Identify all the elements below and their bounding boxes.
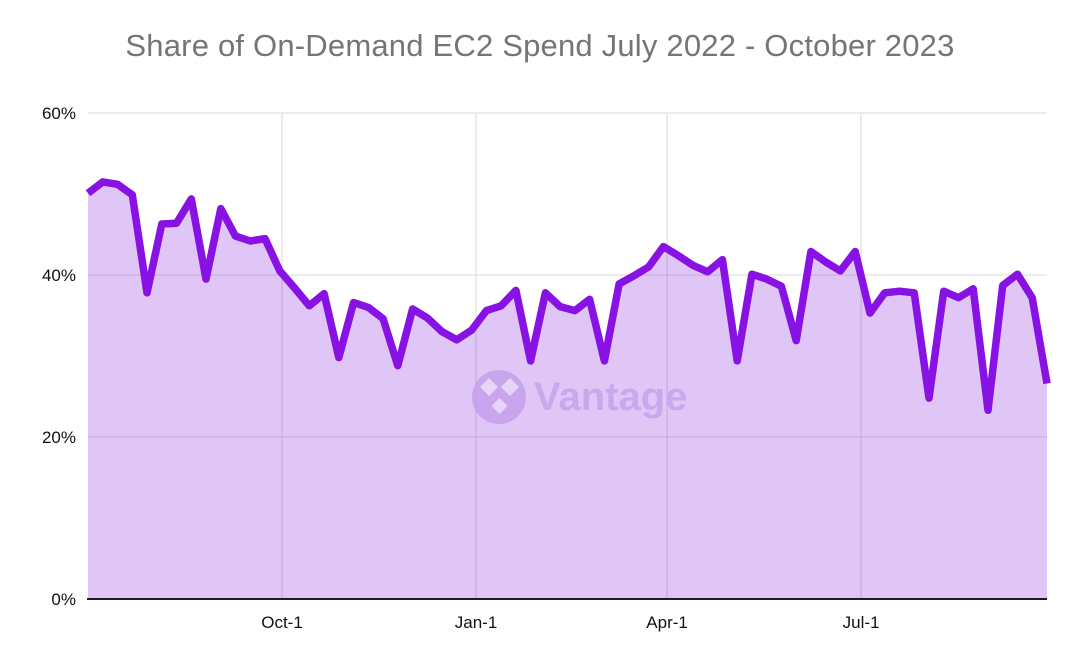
- vantage-logo-icon: [472, 370, 526, 424]
- logo-diamond-bottom: [491, 398, 508, 414]
- x-tick-label: Jan-1: [455, 613, 498, 632]
- y-tick-label: 40%: [42, 266, 76, 285]
- watermark-text: Vantage: [534, 375, 687, 419]
- y-tick-label: 60%: [42, 104, 76, 123]
- x-tick-label: Jul-1: [843, 613, 880, 632]
- y-tick-label: 0%: [51, 590, 76, 609]
- logo-diamond-left: [480, 378, 498, 396]
- y-tick-label: 20%: [42, 428, 76, 447]
- x-tick-label: Oct-1: [261, 613, 303, 632]
- vantage-watermark: Vantage: [472, 370, 687, 424]
- series-line: [85, 178, 1051, 415]
- chart-title: Share of On-Demand EC2 Spend July 2022 -…: [125, 28, 955, 63]
- x-tick-label: Apr-1: [646, 613, 688, 632]
- logo-diamond-right: [501, 378, 519, 396]
